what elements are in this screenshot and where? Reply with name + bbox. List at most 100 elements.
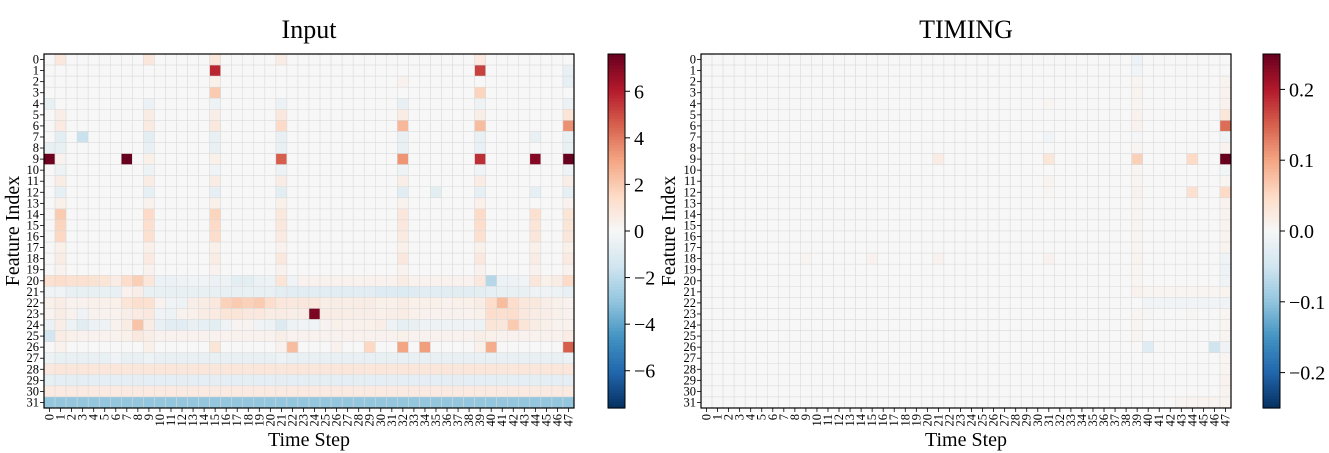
heatmap-cell <box>87 330 100 342</box>
heatmap-cell <box>341 98 354 110</box>
heatmap-cell <box>198 263 210 276</box>
heatmap-cell <box>778 153 790 165</box>
heatmap-cell <box>789 164 801 176</box>
heatmap-cell <box>877 263 889 276</box>
heatmap-cell <box>397 308 409 320</box>
heatmap-cell <box>1142 230 1154 243</box>
heatmap-cell <box>888 142 901 154</box>
heatmap-cell <box>932 109 945 121</box>
heatmap-cell <box>976 219 989 232</box>
x-tick-label: 14 <box>854 413 868 426</box>
heatmap-cell <box>386 131 398 143</box>
x-tick-label: 0 <box>43 414 57 420</box>
heatmap-cell <box>330 230 343 243</box>
heatmap-cell <box>352 396 365 409</box>
heatmap-cell <box>154 308 166 320</box>
heatmap-cell <box>286 374 299 387</box>
heatmap-cell <box>1175 208 1188 221</box>
heatmap-cell <box>187 64 199 77</box>
heatmap-cell <box>154 64 166 77</box>
x-tick-label: 19 <box>909 414 923 427</box>
heatmap-cell <box>275 275 288 287</box>
heatmap-cell <box>562 330 575 342</box>
heatmap-cell <box>1098 286 1110 298</box>
heatmap-cell <box>1131 330 1143 342</box>
colorbar-segment <box>1263 248 1280 253</box>
heatmap-cell <box>253 308 266 320</box>
heatmap-cell <box>187 330 199 342</box>
heatmap-cell <box>844 241 856 254</box>
heatmap-cell <box>722 208 735 221</box>
heatmap-cell <box>1109 64 1121 77</box>
heatmap-cell <box>352 286 365 298</box>
heatmap-cell <box>98 175 111 188</box>
colorbar-segment <box>1263 145 1280 149</box>
heatmap-cell <box>778 219 790 232</box>
heatmap-cell <box>1164 98 1177 110</box>
heatmap-cell <box>1153 374 1165 387</box>
heatmap-cell <box>65 219 78 232</box>
heatmap-cell <box>700 197 713 210</box>
heatmap-cell <box>1109 308 1121 320</box>
heatmap-cell <box>998 64 1011 77</box>
x-tick-label: 27 <box>341 414 355 427</box>
heatmap-cell <box>954 109 967 121</box>
heatmap-cell <box>954 263 967 276</box>
heatmap-cell <box>242 197 255 210</box>
heatmap-cell <box>932 86 945 99</box>
heatmap-cell <box>1109 175 1121 188</box>
heatmap-cell <box>866 308 878 320</box>
heatmap-cell <box>932 208 945 221</box>
heatmap-cell <box>430 131 442 143</box>
colorbar-segment <box>1263 201 1280 206</box>
heatmap-cell <box>800 297 812 309</box>
heatmap-cell <box>987 308 1000 320</box>
heatmap-cell <box>1175 230 1188 243</box>
heatmap-cell <box>452 308 464 320</box>
heatmap-cell <box>386 208 398 221</box>
heatmap-cell <box>419 208 431 221</box>
heatmap-cell <box>187 319 199 331</box>
heatmap-cell <box>767 263 779 276</box>
heatmap-cell <box>1131 197 1143 210</box>
colorbar-segment <box>608 98 625 102</box>
heatmap-cell <box>1175 64 1188 77</box>
heatmap-cell <box>910 319 923 331</box>
colorbar-segment <box>1263 360 1280 365</box>
heatmap-cell <box>987 341 1000 353</box>
heatmap-cell <box>1087 341 1099 353</box>
heatmap-cell <box>844 275 856 287</box>
heatmap-cell <box>976 341 989 353</box>
colorbar-segment <box>608 357 625 362</box>
heatmap-cell <box>711 120 724 132</box>
heatmap-cell <box>1032 275 1044 287</box>
heatmap-cell <box>1065 319 1077 331</box>
heatmap-cell <box>1142 374 1154 387</box>
heatmap-cell <box>1131 186 1143 199</box>
heatmap-cell <box>1219 153 1232 165</box>
heatmap-cell <box>744 252 757 265</box>
heatmap-cell <box>744 186 757 199</box>
heatmap-cell <box>143 197 155 210</box>
heatmap-cell <box>253 175 266 188</box>
heatmap-cell <box>319 230 332 243</box>
heatmap-cell <box>187 164 199 176</box>
heatmap-cell <box>778 385 790 398</box>
heatmap-cell <box>132 308 144 320</box>
heatmap-cell <box>855 230 867 243</box>
heatmap-cell <box>800 352 812 365</box>
heatmap-cell <box>496 252 508 265</box>
heatmap-cell <box>722 175 735 188</box>
heatmap-cell <box>496 131 508 143</box>
heatmap-cell <box>1208 120 1221 132</box>
heatmap-cell <box>943 164 956 176</box>
heatmap-cell <box>998 75 1011 88</box>
heatmap-cell <box>822 109 834 121</box>
heatmap-cell <box>888 230 901 243</box>
heatmap-cell <box>176 153 188 165</box>
heatmap-cell <box>408 275 420 287</box>
heatmap-cell <box>132 208 144 221</box>
heatmap-cell <box>1219 197 1232 210</box>
heatmap-cell <box>110 241 122 254</box>
heatmap-cell <box>866 175 878 188</box>
